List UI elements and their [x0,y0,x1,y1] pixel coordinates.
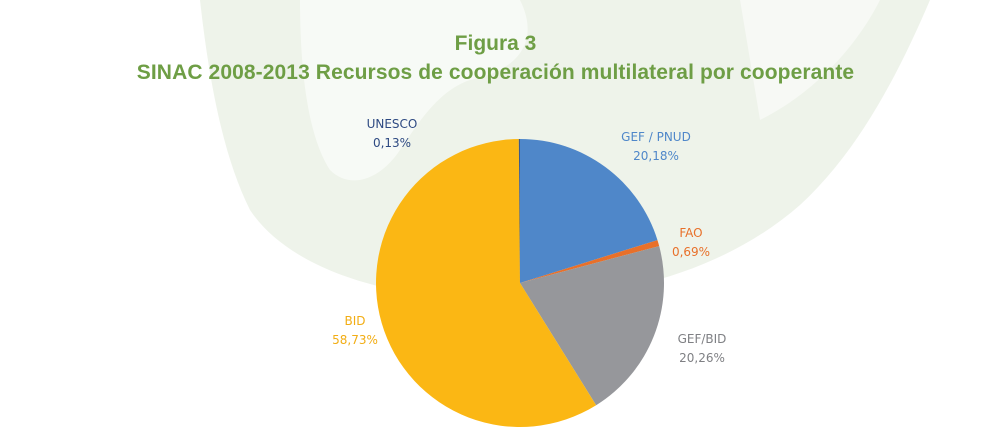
slice-value-fao: 0,69% [672,245,710,259]
pie-slice-gef-bid [520,246,664,406]
slice-label-gef-pnud: GEF / PNUD [621,130,691,144]
slice-value-unesco: 0,13% [373,136,411,150]
pie-slice-gef-pnud [520,139,658,283]
slice-label-unesco: UNESCO [367,117,418,131]
watermark-leaf [740,0,880,120]
chart-title: Figura 3 [454,32,537,55]
slice-label-bid: BID [344,314,365,328]
slice-value-gef-bid: 20,26% [679,351,725,365]
slice-label-fao: FAO [679,226,702,240]
pie-slice-fao [520,240,660,283]
slice-value-bid: 58,73% [332,333,378,347]
slice-label-gef-bid: GEF/BID [678,332,727,346]
watermark-continent [300,0,528,181]
slice-value-gef-pnud: 20,18% [633,149,679,163]
pie-slice-bid [376,139,597,427]
chart-subtitle: SINAC 2008-2013 Recursos de cooperación … [136,61,855,84]
pie-slice-unesco [518,139,520,283]
